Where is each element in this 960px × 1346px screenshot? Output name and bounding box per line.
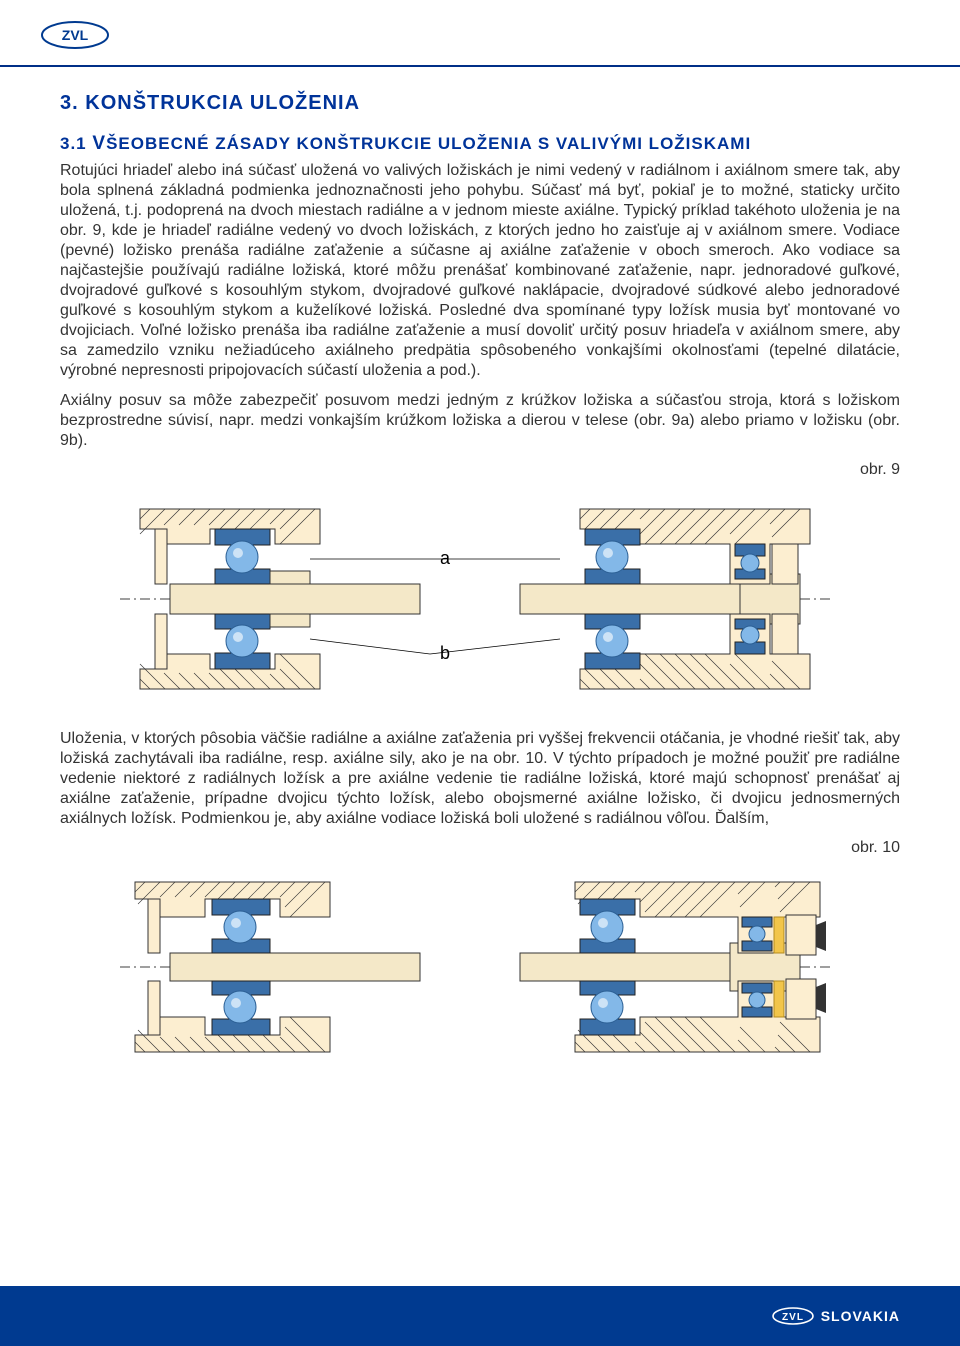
brand-logo-top: ZVL (40, 20, 900, 55)
figure-10-right (520, 882, 830, 1052)
figure-9b-assembly (520, 509, 830, 689)
paragraph-2: Uloženia, v ktorých pôsobia väčšie radiá… (60, 729, 900, 829)
paragraph-1b: Axiálny posuv sa môže zabezpečiť posuvom… (60, 391, 900, 451)
section-number: 3. (60, 92, 79, 114)
footer-bar: ZVL SLOVAKIA (0, 1286, 960, 1346)
section-heading: 3. KONŠTRUKCIA ULOŽENIA (60, 92, 900, 115)
subsection-title: ŠEOBECNÉ ZÁSADY KONŠTRUKCIE ULOŽENIA S V… (106, 134, 751, 153)
subsection-lead-cap: V (92, 133, 106, 154)
svg-text:ZVL: ZVL (782, 1312, 804, 1323)
footer-brand: ZVL SLOVAKIA (771, 1306, 900, 1326)
footer-brand-text: SLOVAKIA (821, 1308, 900, 1324)
figure-10-left (120, 882, 420, 1052)
subsection-heading: 3.1 VŠEOBECNÉ ZÁSADY KONŠTRUKCIE ULOŽENI… (60, 133, 900, 155)
brand-logo-footer-icon: ZVL (771, 1306, 815, 1326)
brand-logo-text: ZVL (62, 27, 89, 43)
figure-9a-assembly (120, 509, 420, 689)
subsection-number: 3.1 (60, 134, 87, 153)
figure-9-label: obr. 9 (60, 461, 900, 479)
figure-10 (60, 867, 900, 1067)
top-rule (0, 65, 960, 67)
paragraph-1: Rotujúci hriadeľ alebo iná súčasť uložen… (60, 161, 900, 381)
section-title: KONŠTRUKCIA ULOŽENIA (85, 92, 360, 114)
figure-9: a b (60, 489, 900, 709)
figure-9-marker-a: a (440, 548, 451, 568)
figure-10-label: obr. 10 (60, 839, 900, 857)
